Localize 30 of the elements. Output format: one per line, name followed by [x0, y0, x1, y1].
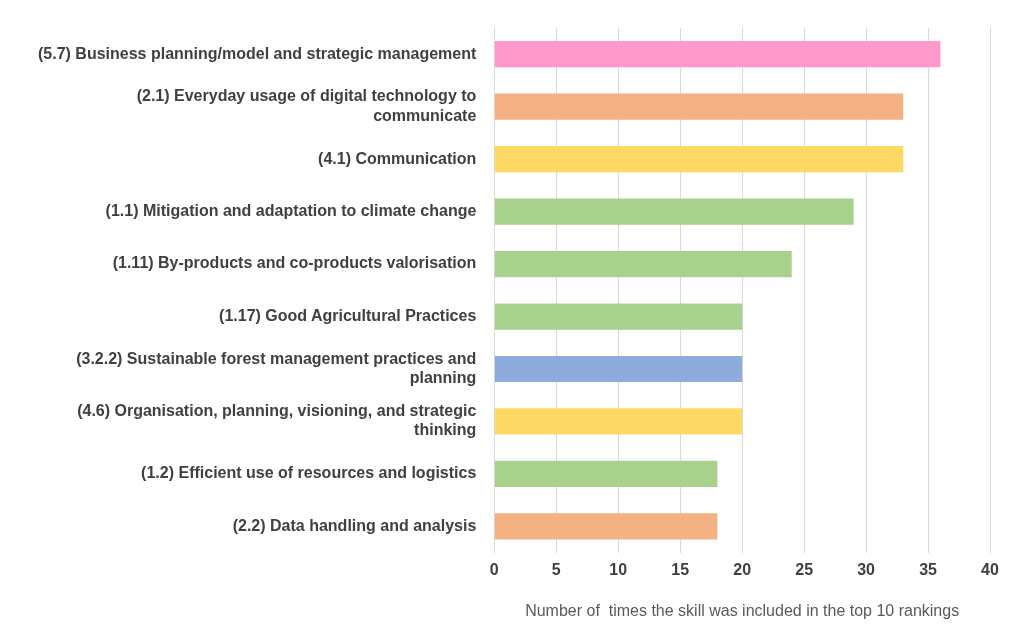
y-tick-label: (5.7) Business planning/model and strategic management [37, 44, 477, 62]
bar [494, 408, 743, 435]
bar [494, 460, 718, 488]
x-tick-label: 30 [857, 560, 876, 578]
bar [494, 41, 941, 68]
bar [494, 513, 718, 540]
x-axis-title: Number of times the skill was included in the top 10 rankings [525, 601, 960, 619]
x-tick-label: 25 [795, 560, 814, 578]
x-tick-label: 15 [671, 560, 690, 578]
y-tick-label: (1.11) By-products and co-products valorisation [112, 254, 477, 272]
bar [494, 303, 743, 330]
y-tick-label: (4.6) Organisation, planning, visioning, and strategic thinking [77, 402, 477, 439]
bar [494, 146, 904, 173]
y-tick-label: (1.17) Good Agricultural Practices [219, 306, 477, 324]
y-tick-label: (2.2) Data handling and analysis [232, 516, 477, 534]
x-tick-label: 5 [551, 560, 561, 578]
y-tick-label: (1.1) Mitigation and adaptation to climate change [105, 202, 477, 220]
y-tick-label: (1.2) Efficient use of resources and logistics [141, 464, 477, 482]
bar [494, 198, 854, 225]
bar [494, 93, 904, 120]
bar [494, 355, 743, 383]
x-tick-label: 35 [919, 560, 938, 578]
x-tick-label: 40 [981, 560, 999, 578]
x-tick-label: 0 [489, 560, 499, 578]
x-tick-label: 10 [609, 560, 628, 578]
y-tick-label: (4.1) Communication [318, 149, 477, 167]
bar [494, 250, 792, 278]
x-tick-label: 20 [733, 560, 752, 578]
y-tick-label: (3.2.2) Sustainable forest management practices and planning [76, 349, 477, 386]
y-tick-label: (2.1) Everyday usage of digital technology to communicate [136, 87, 477, 124]
